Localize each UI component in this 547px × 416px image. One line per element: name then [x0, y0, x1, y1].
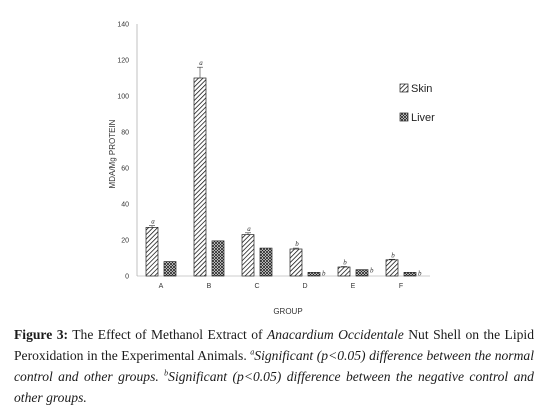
- legend-label-liver: Liver: [411, 112, 435, 124]
- note-b-mark: b: [164, 368, 169, 378]
- y-axis: 0 20 40 60 80 100 120 140: [117, 22, 138, 281]
- y-tick-label: 100: [117, 94, 129, 101]
- y-tick-label: 20: [121, 238, 129, 245]
- x-tick-label: A: [159, 283, 164, 290]
- species-name: Anacardium Occidentale: [266, 327, 404, 342]
- note-b: Significant (p<0.05) difference between …: [14, 369, 534, 405]
- bar-skin: [289, 248, 303, 277]
- bar-liver: [355, 269, 369, 277]
- significance-mark: b: [343, 258, 347, 266]
- y-tick-label: 60: [121, 166, 129, 173]
- bar-liver: [403, 272, 417, 277]
- x-tick-label: F: [399, 283, 403, 290]
- bar-liver: [163, 261, 177, 277]
- bar-skin: [241, 234, 255, 277]
- chart: 0 20 40 60 80 100 120 140 A B C D E F a a a b b b b b b Skin…: [108, 22, 435, 317]
- note-a-mark: a: [250, 347, 255, 357]
- x-tick-label: B: [207, 283, 212, 290]
- legend-swatch-liver: [399, 112, 409, 122]
- significance-mark: a: [199, 59, 203, 67]
- caption-text-1: The Effect of Methanol Extract of: [68, 327, 267, 342]
- bar-skin: [193, 77, 207, 277]
- legend-swatch-skin: [399, 83, 409, 93]
- figure-caption: Figure 3: The Effect of Methanol Extract…: [14, 324, 534, 408]
- significance-mark: b: [418, 269, 422, 277]
- x-axis: A B C D E F: [137, 275, 430, 290]
- bar-skin: [385, 259, 399, 277]
- significance-mark: b: [322, 269, 326, 277]
- x-tick-label: D: [302, 283, 307, 290]
- x-tick-label: C: [254, 283, 259, 290]
- bar-chart: 0 20 40 60 80 100 120 140 A B C D E F a a a b b b b b b Skin…: [108, 22, 435, 317]
- bar-liver: [259, 247, 273, 277]
- y-tick-label: 120: [117, 58, 129, 65]
- significance-mark: a: [247, 225, 251, 233]
- bars: a a a b b b b b b: [145, 59, 422, 277]
- y-tick-label: 140: [117, 22, 129, 29]
- bar-skin: [337, 266, 351, 277]
- legend: Skin Liver: [399, 83, 435, 124]
- y-tick-label: 80: [121, 130, 129, 137]
- caption-text-2: Nut Shell on the Lipid Peroxidation in t…: [14, 327, 534, 363]
- significance-mark: b: [391, 251, 395, 259]
- y-tick-label: 0: [125, 274, 129, 281]
- bar-liver: [211, 240, 225, 277]
- significance-mark: a: [151, 218, 155, 226]
- x-axis-label: GROUP: [273, 307, 302, 316]
- legend-label-skin: Skin: [411, 83, 432, 95]
- bar-skin: [145, 227, 159, 277]
- y-axis-label: MDA/Mg PROTEIN: [108, 119, 117, 188]
- significance-mark: b: [295, 240, 299, 248]
- y-tick-label: 40: [121, 202, 129, 209]
- figure-label: Figure 3:: [14, 327, 69, 342]
- bar-liver: [307, 272, 321, 277]
- note-a: Significant (p<0.05) difference between …: [14, 348, 534, 384]
- x-tick-label: E: [351, 283, 356, 290]
- significance-mark: b: [370, 267, 374, 275]
